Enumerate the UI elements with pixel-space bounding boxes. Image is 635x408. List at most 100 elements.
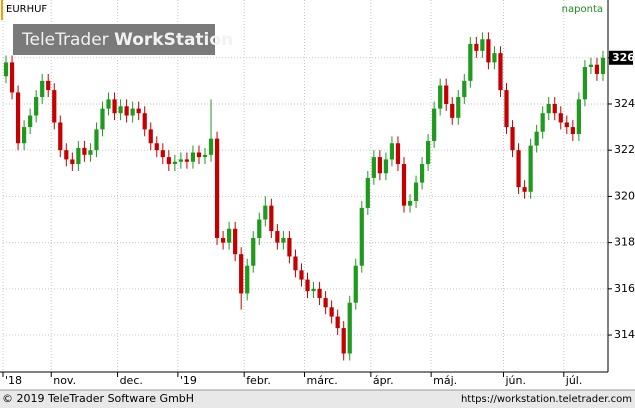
- x-tick-label: jún.: [504, 374, 526, 387]
- x-tick-label: nov.: [53, 374, 76, 387]
- x-tick-label: júl.: [565, 374, 583, 387]
- footer: [0, 390, 635, 408]
- candle-body: [504, 90, 509, 128]
- candle-body: [184, 159, 190, 162]
- candle-body: [528, 145, 533, 192]
- candle-body: [383, 159, 389, 174]
- candle-body: [510, 127, 515, 151]
- candle-body: [419, 164, 425, 183]
- candle-body: [106, 99, 111, 109]
- candle-body: [3, 62, 9, 77]
- candle-body: [413, 182, 419, 202]
- candle-body: [305, 279, 310, 292]
- candle-body: [407, 201, 413, 206]
- candle-body: [245, 265, 250, 294]
- candle-body: [450, 103, 455, 118]
- x-tick-label: márc.: [307, 374, 338, 387]
- candle-body: [588, 64, 594, 68]
- candle-body: [582, 67, 588, 100]
- candle-body: [438, 85, 443, 109]
- y-tick-label: 322: [614, 143, 635, 156]
- watermark-box: [13, 24, 215, 55]
- x-tick-label: máj.: [433, 374, 457, 387]
- candle-body: [15, 92, 21, 144]
- candle-body: [299, 270, 304, 280]
- candle-body: [480, 39, 485, 51]
- url: https://workstation.teletrader.com: [461, 394, 632, 405]
- candle-body: [546, 103, 551, 114]
- candle-body: [196, 152, 202, 158]
- last-price-box: [609, 50, 633, 65]
- candle-body: [136, 108, 141, 114]
- candle-body: [257, 219, 262, 238]
- candle-body: [112, 99, 117, 114]
- candle-body: [558, 113, 563, 123]
- candle-body: [347, 302, 352, 354]
- candle-body: [456, 97, 461, 118]
- candle-body: [52, 90, 57, 123]
- last-price-label: 326: [612, 51, 635, 64]
- candle-body: [353, 265, 358, 303]
- candle-body: [600, 57, 606, 74]
- candle-body: [34, 97, 39, 116]
- candle-body: [233, 228, 238, 255]
- candle-body: [564, 122, 569, 128]
- candle-body: [329, 307, 334, 317]
- candle-body: [395, 143, 401, 165]
- candle-body: [371, 157, 376, 178]
- watermark-part: WorkStation: [114, 30, 233, 50]
- symbol: EURHUF: [6, 4, 47, 15]
- candle-body: [227, 228, 232, 243]
- candle-body: [100, 108, 105, 130]
- candle-body: [492, 53, 497, 63]
- candle-body: [239, 254, 244, 294]
- candle-body: [401, 164, 407, 206]
- candle-body: [148, 129, 153, 144]
- candle-body: [341, 328, 346, 354]
- candle-body: [462, 80, 467, 98]
- copyright: © 2019 TeleTrader Software GmbH: [2, 392, 194, 405]
- candle-body: [58, 122, 63, 151]
- candle-body: [335, 316, 340, 329]
- candle-body: [311, 288, 316, 292]
- candle-body: [444, 85, 449, 104]
- x-tick-label: '19: [180, 374, 197, 387]
- candle-body: [269, 205, 274, 232]
- y-tick-label: 316: [614, 282, 635, 295]
- candle-body: [576, 99, 581, 135]
- candle-body: [359, 207, 364, 266]
- candle-body: [21, 127, 27, 144]
- candle-body: [486, 39, 491, 63]
- candle-body: [172, 161, 177, 165]
- candle-body: [251, 237, 256, 266]
- candle-body: [426, 140, 431, 165]
- candle-body: [534, 131, 539, 146]
- candle-body: [365, 177, 370, 208]
- candle-body: [263, 205, 268, 220]
- candle-body: [552, 103, 557, 114]
- watermark-part: TeleTrader: [21, 30, 109, 50]
- candle-body: [468, 43, 473, 81]
- candle-body: [570, 127, 575, 135]
- candle-body: [118, 106, 123, 114]
- candles: [3, 32, 606, 361]
- candle-body: [166, 157, 171, 165]
- candle-body: [540, 113, 545, 132]
- candle-body: [40, 80, 45, 98]
- candle-body: [82, 147, 87, 155]
- candle-body: [154, 143, 159, 151]
- candle-body: [94, 129, 99, 151]
- candle-body: [76, 147, 81, 165]
- x-tick-label: '18: [5, 374, 22, 387]
- candle-body: [9, 62, 15, 93]
- candle-body: [190, 152, 196, 162]
- candle-body: [317, 288, 322, 299]
- candle-body: [46, 80, 51, 91]
- candle-body: [202, 154, 208, 158]
- candle-body: [130, 108, 135, 116]
- y-tick-label: 318: [614, 236, 635, 249]
- candle-body: [516, 150, 521, 188]
- x-tick-label: febr.: [246, 374, 271, 387]
